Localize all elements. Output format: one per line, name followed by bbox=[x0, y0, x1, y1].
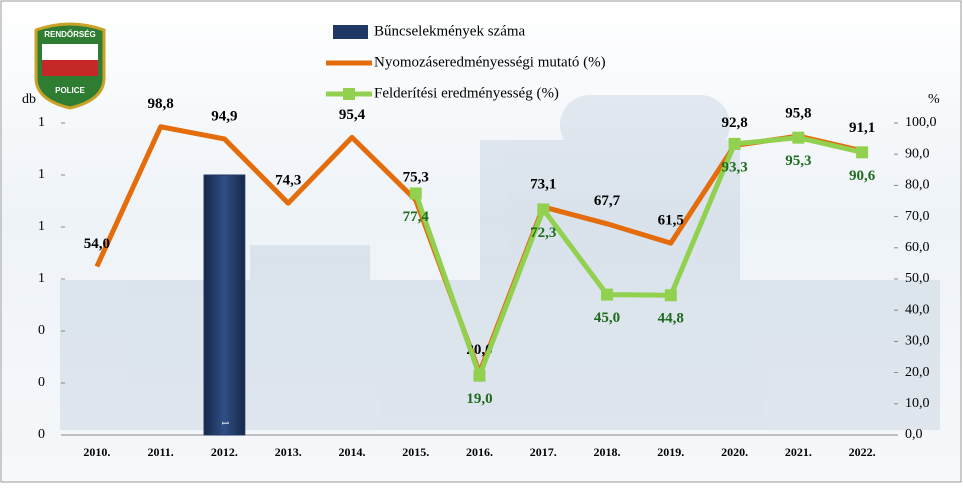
data-label: 90,6 bbox=[849, 168, 876, 184]
x-tick-label: 2020. bbox=[721, 445, 748, 459]
data-label: 92,8 bbox=[721, 115, 747, 131]
data-label: 75,3 bbox=[403, 170, 429, 186]
data-label: 73,1 bbox=[530, 176, 556, 192]
point-marker bbox=[537, 203, 549, 215]
point-marker bbox=[729, 138, 741, 150]
y-tick-label: 0 bbox=[38, 323, 45, 338]
legend-marker bbox=[343, 88, 355, 100]
y2-tick-label: 0,0 bbox=[905, 427, 923, 442]
bar bbox=[204, 175, 245, 435]
data-label: 19,0 bbox=[466, 391, 492, 407]
data-label: 61,5 bbox=[658, 213, 684, 229]
x-tick-label: 2015. bbox=[402, 445, 429, 459]
chart: RENDŐRSÉG POLICE db % 00011110,010,020,0… bbox=[0, 0, 963, 484]
legend-swatch bbox=[333, 25, 368, 39]
y2-tick-label: 70,0 bbox=[905, 209, 930, 224]
data-label: 77,4 bbox=[403, 209, 430, 225]
data-label: 94,9 bbox=[211, 108, 237, 124]
y-tick-label: 1 bbox=[38, 271, 45, 286]
y2-tick-label: 40,0 bbox=[905, 302, 930, 317]
legend-label: Felderítési eredményesség (%) bbox=[374, 85, 559, 101]
y2-tick-label: 10,0 bbox=[905, 396, 930, 411]
point-marker bbox=[601, 289, 613, 301]
data-label: 44,8 bbox=[658, 311, 684, 327]
point-marker bbox=[410, 188, 422, 200]
point-marker bbox=[474, 370, 486, 382]
logo-top-text: RENDŐRSÉG bbox=[44, 30, 96, 39]
data-label: 98,8 bbox=[148, 96, 174, 112]
y-tick-label: 1 bbox=[38, 167, 45, 182]
y2-tick-label: 100,0 bbox=[905, 115, 937, 130]
data-label: 91,1 bbox=[849, 120, 875, 136]
data-label: 45,0 bbox=[594, 310, 620, 326]
page: RENDŐRSÉG POLICE db % 00011110,010,020,0… bbox=[0, 0, 963, 489]
x-tick-label: 2021. bbox=[785, 445, 812, 459]
logo: RENDŐRSÉG POLICE bbox=[36, 24, 104, 108]
point-marker bbox=[856, 146, 868, 158]
legend-label: Bűncselekmények száma bbox=[374, 23, 526, 39]
bar-value-label: 1 bbox=[219, 420, 231, 426]
logo-bottom-text: POLICE bbox=[55, 86, 85, 95]
x-tick-label: 2016. bbox=[466, 445, 493, 459]
data-label: 54,0 bbox=[84, 236, 110, 252]
x-tick-label: 2017. bbox=[530, 445, 557, 459]
x-tick-label: 2014. bbox=[338, 445, 365, 459]
y2-tick-label: 60,0 bbox=[905, 240, 930, 255]
data-label: 72,3 bbox=[530, 225, 556, 241]
y2-tick-label: 80,0 bbox=[905, 178, 930, 193]
data-label: 74,3 bbox=[275, 173, 301, 189]
x-tick-label: 2013. bbox=[275, 445, 302, 459]
y2-tick-label: 90,0 bbox=[905, 146, 930, 161]
point-marker bbox=[792, 132, 804, 144]
x-tick-label: 2012. bbox=[211, 445, 238, 459]
y-tick-label: 0 bbox=[38, 375, 45, 390]
y-tick-label: 1 bbox=[38, 219, 45, 234]
data-label: 95,3 bbox=[785, 153, 811, 169]
y2-tick-label: 20,0 bbox=[905, 365, 930, 380]
x-tick-label: 2018. bbox=[594, 445, 621, 459]
data-label: 67,7 bbox=[594, 193, 621, 209]
x-tick-label: 2010. bbox=[83, 445, 110, 459]
x-tick-label: 2019. bbox=[657, 445, 684, 459]
point-marker bbox=[665, 289, 677, 301]
legend-label: Nyomozáseredményességi mutató (%) bbox=[374, 54, 606, 70]
y2-tick-label: 50,0 bbox=[905, 271, 930, 286]
y-tick-label: 0 bbox=[38, 427, 45, 442]
y-axis-label: db bbox=[22, 92, 36, 107]
data-label: 93,3 bbox=[721, 159, 747, 175]
y-tick-label: 1 bbox=[38, 115, 45, 130]
y2-tick-label: 30,0 bbox=[905, 334, 930, 349]
y2-axis-label: % bbox=[928, 92, 940, 107]
data-label: 95,8 bbox=[785, 106, 811, 122]
x-tick-label: 2011. bbox=[147, 445, 173, 459]
x-tick-label: 2022. bbox=[849, 445, 876, 459]
data-label: 95,4 bbox=[339, 107, 366, 123]
